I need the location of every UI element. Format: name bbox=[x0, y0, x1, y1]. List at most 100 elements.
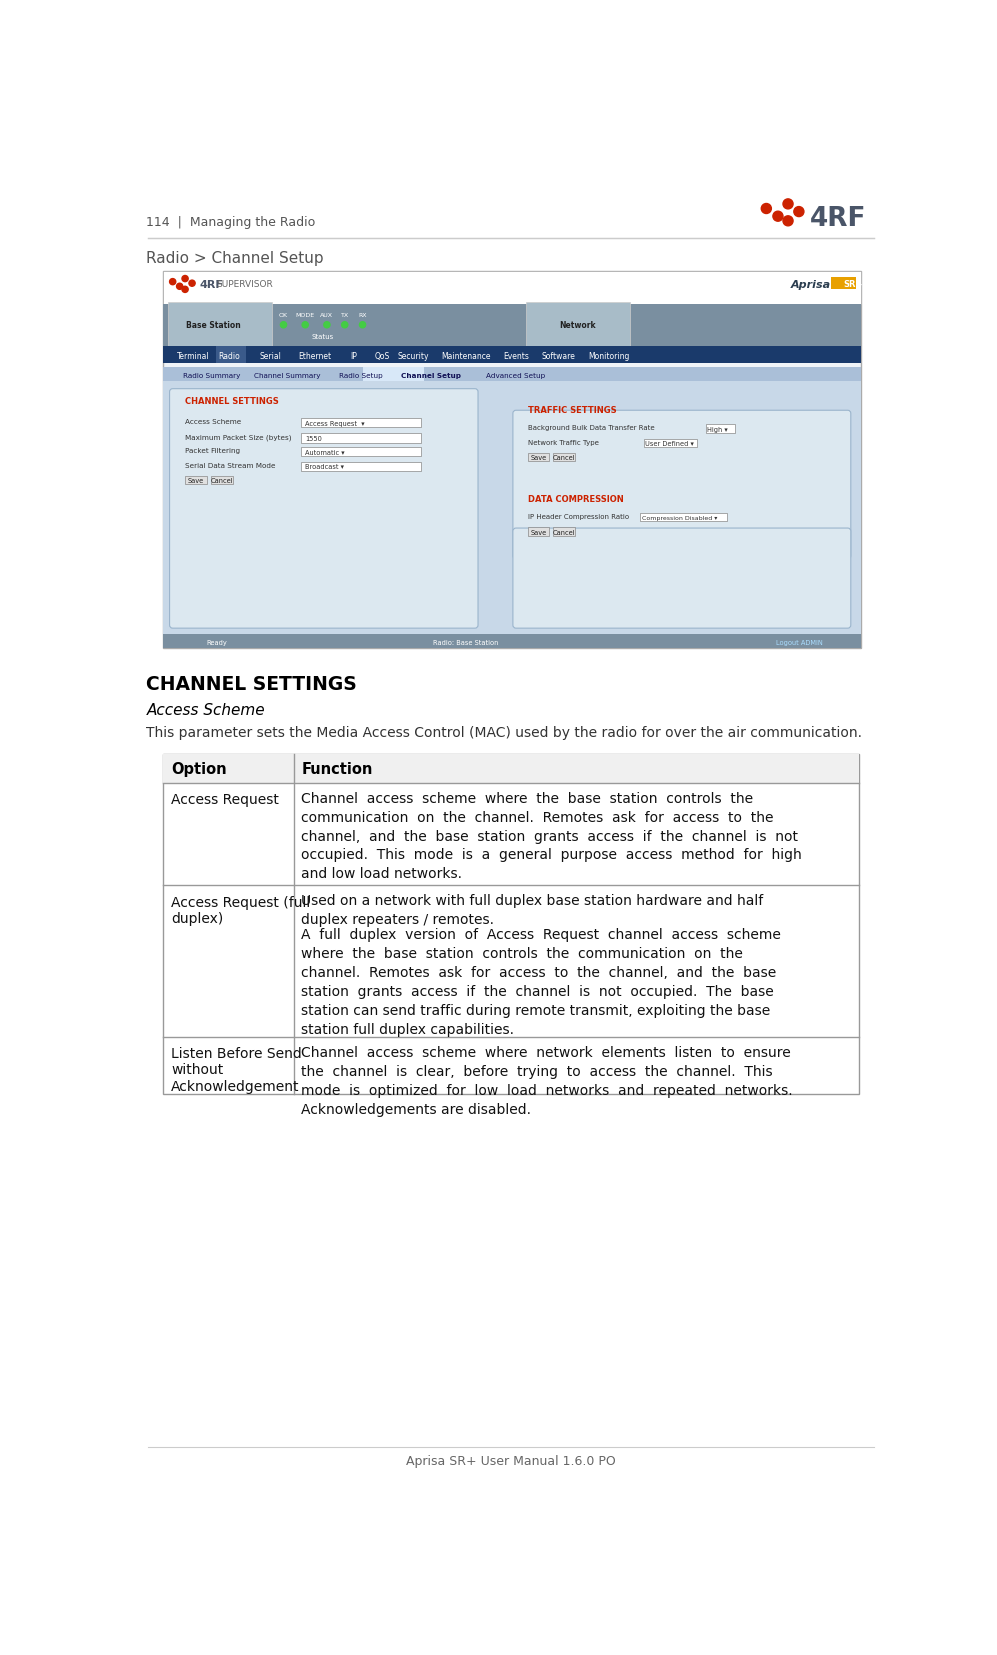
Text: Access Request  ▾: Access Request ▾ bbox=[305, 420, 365, 427]
Circle shape bbox=[783, 200, 793, 210]
Text: Channel  access  scheme  where  network  elements  listen  to  ensure
the  chann: Channel access scheme where network elem… bbox=[301, 1044, 793, 1115]
Circle shape bbox=[783, 217, 793, 227]
Text: Network Traffic Type: Network Traffic Type bbox=[527, 440, 598, 445]
Circle shape bbox=[182, 286, 188, 293]
Text: IP Header Compression Ratio: IP Header Compression Ratio bbox=[527, 513, 629, 520]
Circle shape bbox=[189, 281, 195, 286]
Text: Cancel: Cancel bbox=[211, 478, 233, 483]
Bar bbox=[164, 367, 860, 382]
Bar bbox=[164, 755, 859, 1094]
Bar bbox=[164, 636, 860, 649]
Text: High ▾: High ▾ bbox=[708, 427, 728, 432]
Text: RX: RX bbox=[358, 313, 367, 318]
Text: Maximum Packet Size (bytes): Maximum Packet Size (bytes) bbox=[185, 434, 291, 440]
Bar bbox=[216, 348, 245, 364]
FancyBboxPatch shape bbox=[526, 303, 630, 346]
Text: Logout ADMIN: Logout ADMIN bbox=[776, 639, 823, 645]
Text: Used on a network with full duplex base station hardware and half
duplex repeate: Used on a network with full duplex base … bbox=[301, 894, 764, 927]
Text: SUPERVISOR: SUPERVISOR bbox=[216, 280, 273, 290]
FancyBboxPatch shape bbox=[512, 528, 850, 629]
Bar bbox=[640, 513, 727, 521]
Text: CHANNEL SETTINGS: CHANNEL SETTINGS bbox=[147, 674, 357, 693]
Text: 114  |  Managing the Radio: 114 | Managing the Radio bbox=[147, 215, 316, 228]
Circle shape bbox=[342, 323, 348, 329]
Text: Radio: Radio bbox=[218, 353, 240, 361]
Bar bbox=[553, 528, 575, 536]
Text: SR+: SR+ bbox=[843, 280, 863, 290]
Bar bbox=[527, 528, 549, 536]
Text: Save: Save bbox=[187, 478, 204, 483]
Text: CHANNEL SETTINGS: CHANNEL SETTINGS bbox=[185, 397, 279, 405]
Text: Access Request (full
duplex): Access Request (full duplex) bbox=[171, 895, 310, 925]
Text: Ready: Ready bbox=[206, 639, 226, 645]
Text: Advanced Setup: Advanced Setup bbox=[487, 372, 545, 379]
Text: Events: Events bbox=[503, 353, 529, 361]
Circle shape bbox=[182, 276, 188, 283]
Text: Serial: Serial bbox=[259, 353, 281, 361]
Bar bbox=[211, 477, 233, 485]
Bar bbox=[363, 367, 424, 382]
Circle shape bbox=[280, 323, 286, 329]
Text: Cancel: Cancel bbox=[552, 530, 575, 536]
Bar bbox=[164, 348, 860, 364]
Text: Cancel: Cancel bbox=[552, 455, 575, 462]
Text: Status: Status bbox=[311, 333, 333, 339]
Text: 4RF: 4RF bbox=[810, 205, 866, 232]
Text: Radio Summary: Radio Summary bbox=[182, 372, 240, 379]
Bar bbox=[301, 462, 422, 472]
Bar bbox=[706, 425, 736, 434]
Text: Background Bulk Data Transfer Rate: Background Bulk Data Transfer Rate bbox=[527, 425, 654, 430]
Text: Radio > Channel Setup: Radio > Channel Setup bbox=[147, 252, 324, 266]
Text: A  full  duplex  version  of  Access  Request  channel  access  scheme
where  th: A full duplex version of Access Request … bbox=[301, 927, 782, 1036]
Text: Monitoring: Monitoring bbox=[588, 353, 630, 361]
Text: Aprisa SR+ User Manual 1.6.0 PO: Aprisa SR+ User Manual 1.6.0 PO bbox=[406, 1455, 616, 1466]
Bar bbox=[527, 453, 549, 462]
Text: This parameter sets the Media Access Control (MAC) used by the radio for over th: This parameter sets the Media Access Con… bbox=[147, 727, 862, 740]
Text: Terminal: Terminal bbox=[176, 353, 209, 361]
Text: Save: Save bbox=[530, 455, 546, 462]
Text: Network: Network bbox=[559, 321, 596, 329]
Text: Function: Function bbox=[301, 761, 373, 776]
Text: AUX: AUX bbox=[320, 313, 333, 318]
Circle shape bbox=[302, 323, 308, 329]
Circle shape bbox=[794, 207, 804, 217]
Bar bbox=[164, 305, 860, 348]
Bar bbox=[185, 477, 206, 485]
Circle shape bbox=[324, 323, 330, 329]
Bar bbox=[644, 440, 697, 449]
Text: Aprisa: Aprisa bbox=[792, 280, 831, 290]
Circle shape bbox=[176, 285, 182, 290]
Text: Compression Disabled ▾: Compression Disabled ▾ bbox=[641, 515, 717, 520]
Text: Security: Security bbox=[397, 353, 429, 361]
Circle shape bbox=[169, 280, 175, 286]
Bar bbox=[553, 453, 575, 462]
Bar bbox=[164, 271, 860, 649]
Text: Option: Option bbox=[171, 761, 226, 776]
Bar bbox=[164, 755, 859, 783]
Text: Channel Setup: Channel Setup bbox=[401, 372, 461, 379]
Text: DATA COMPRESSION: DATA COMPRESSION bbox=[527, 495, 623, 503]
Text: IP: IP bbox=[350, 353, 357, 361]
Bar bbox=[301, 449, 422, 457]
Text: Maintenance: Maintenance bbox=[441, 353, 491, 361]
Text: Radio: Base Station: Radio: Base Station bbox=[433, 639, 498, 645]
Text: Listen Before Send
without
Acknowledgement: Listen Before Send without Acknowledgeme… bbox=[171, 1046, 302, 1092]
Text: 1550: 1550 bbox=[305, 435, 322, 442]
Text: QoS: QoS bbox=[374, 353, 390, 361]
Bar bbox=[301, 434, 422, 444]
Text: Channel  access  scheme  where  the  base  station  controls  the
communication : Channel access scheme where the base sta… bbox=[301, 791, 802, 880]
Bar bbox=[301, 419, 422, 429]
Text: TX: TX bbox=[341, 313, 349, 318]
Text: TRAFFIC SETTINGS: TRAFFIC SETTINGS bbox=[527, 405, 616, 415]
Text: Software: Software bbox=[541, 353, 575, 361]
Text: Radio Setup: Radio Setup bbox=[339, 372, 383, 379]
Circle shape bbox=[762, 204, 772, 215]
Text: Save: Save bbox=[530, 530, 546, 536]
Text: Base Station: Base Station bbox=[186, 321, 241, 329]
Text: Access Scheme: Access Scheme bbox=[185, 419, 241, 425]
FancyBboxPatch shape bbox=[168, 303, 272, 346]
Text: Automatic ▾: Automatic ▾ bbox=[305, 450, 345, 455]
Text: Packet Filtering: Packet Filtering bbox=[185, 449, 240, 453]
Text: Channel Summary: Channel Summary bbox=[254, 372, 321, 379]
Text: Ethernet: Ethernet bbox=[298, 353, 331, 361]
